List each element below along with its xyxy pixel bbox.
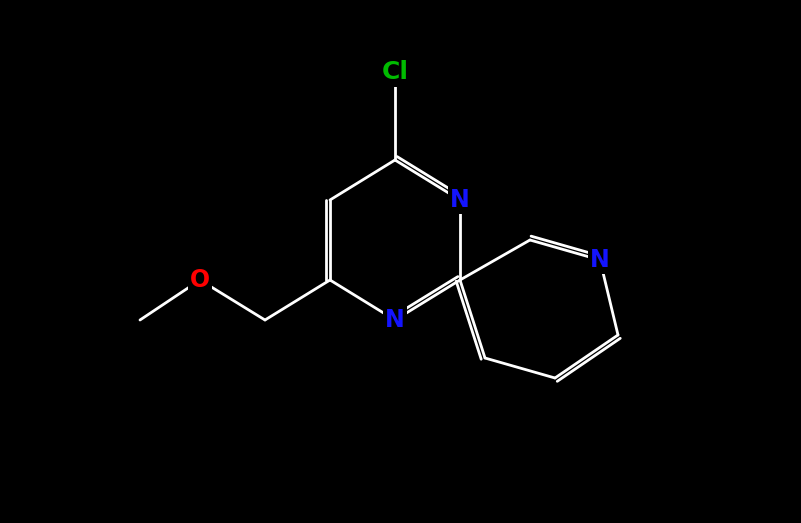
Text: Cl: Cl	[381, 60, 409, 84]
Text: N: N	[385, 308, 405, 332]
Text: O: O	[190, 268, 210, 292]
Text: N: N	[450, 188, 470, 212]
Text: N: N	[590, 248, 610, 272]
